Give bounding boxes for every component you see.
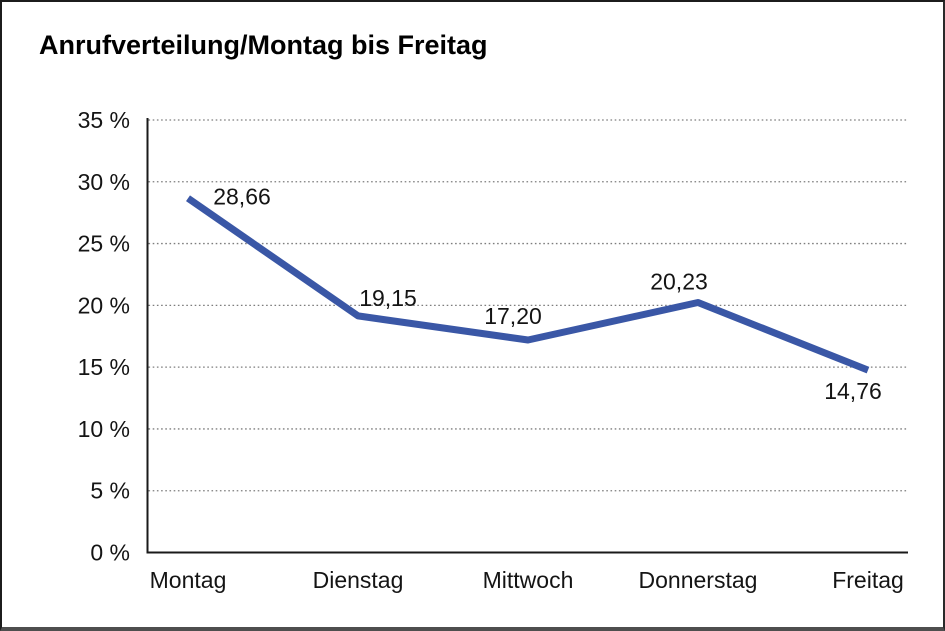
y-axis-tick-label: 15 % [78, 354, 130, 380]
x-axis-label: Donnerstag [639, 567, 758, 593]
y-axis-tick-label: 5 % [90, 478, 130, 504]
x-axis-label: Dienstag [313, 567, 404, 593]
y-axis-tick-label: 30 % [78, 169, 130, 195]
series-line [186, 195, 870, 374]
y-axis-tick-label: 0 % [90, 540, 130, 566]
data-point-label: 19,15 [359, 285, 417, 311]
data-point-label: 20,23 [650, 269, 708, 295]
data-point-label: 14,76 [824, 378, 882, 404]
y-axis-tick-label: 25 % [78, 231, 130, 257]
chart-title: Anrufverteilung/Montag bis Freitag [39, 30, 488, 60]
y-axis-tick-label: 35 % [78, 107, 130, 133]
x-axis-label: Montag [150, 567, 227, 593]
x-axis-label: Mittwoch [483, 567, 574, 593]
y-axis-tick-label: 10 % [78, 416, 130, 442]
data-point-label: 17,20 [484, 303, 542, 329]
data-point-label: 28,66 [213, 183, 271, 209]
x-axis-label: Freitag [832, 567, 904, 593]
y-axis-tick-label: 20 % [78, 292, 130, 318]
